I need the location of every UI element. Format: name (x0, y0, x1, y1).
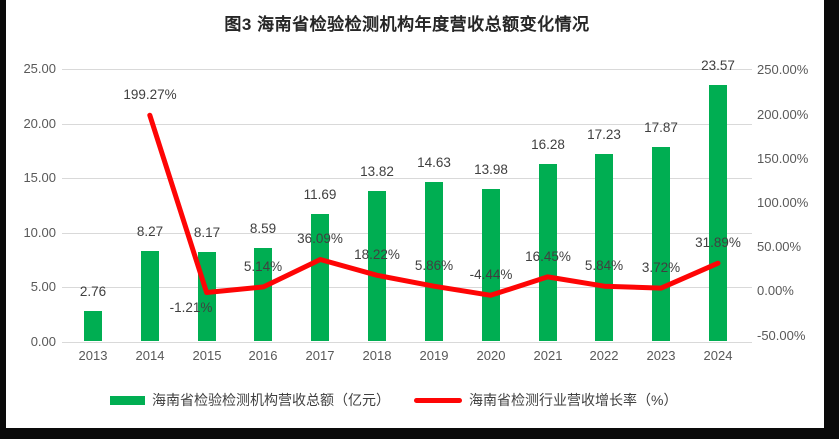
x-tick-2022: 2022 (589, 348, 619, 363)
revenue-bar-2024 (709, 84, 727, 342)
growth-label-2024: 31.89% (695, 235, 741, 250)
revenue-bar-2023 (652, 146, 670, 342)
y-left-tick-20.00: 20.00 (23, 116, 56, 131)
revenue-label-2020: 13.98 (474, 162, 508, 177)
gridline-25.00 (62, 68, 752, 70)
x-tick-2019: 2019 (419, 348, 449, 363)
y-left-tick-15.00: 15.00 (23, 170, 56, 185)
growth-label-2023: 3.72% (641, 260, 681, 275)
revenue-label-2017: 11.69 (303, 187, 337, 202)
legend-line-label: 海南省检测行业营收增长率（%） (469, 392, 678, 408)
revenue-bar-2015 (198, 252, 216, 342)
gridline-5.00 (62, 286, 752, 288)
x-tick-2021: 2021 (533, 348, 563, 363)
x-tick-2023: 2023 (646, 348, 676, 363)
y-right-tick-250.00%: 250.00% (757, 62, 809, 77)
y-right-tick-50.00%: 50.00% (757, 239, 802, 254)
x-tick-2014: 2014 (135, 348, 165, 363)
revenue-label-2013: 2.76 (79, 284, 107, 299)
growth-label-2016: 5.14% (243, 259, 283, 274)
x-tick-2017: 2017 (305, 348, 335, 363)
revenue-label-2024: 23.57 (701, 58, 735, 73)
x-tick-2013: 2013 (78, 348, 108, 363)
legend: 海南省检验检测机构营收总额（亿元） 海南省检测行业营收增长率（%） (110, 390, 677, 410)
growth-label-2015: -1.21% (169, 300, 213, 315)
gridline-0.00 (62, 341, 752, 343)
x-tick-2015: 2015 (192, 348, 222, 363)
right-border-strip (824, 0, 839, 439)
revenue-bar-2018 (368, 190, 386, 342)
bottom-border-strip (0, 428, 839, 439)
y-left-tick-10.00: 10.00 (23, 225, 56, 240)
chart-title: 图3 海南省检验检测机构年度营收总额变化情况 (224, 15, 590, 34)
y-right-tick--50.00%: -50.00% (757, 328, 806, 343)
y-right-tick-200.00%: 200.00% (757, 107, 809, 122)
y-right-tick-150.00%: 150.00% (757, 151, 809, 166)
x-tick-2024: 2024 (703, 348, 733, 363)
growth-label-2014: 199.27% (123, 87, 177, 102)
y-right-tick-100.00%: 100.00% (757, 195, 809, 210)
growth-label-2020: -4.44% (469, 267, 513, 282)
y-left-tick-0.00: 0.00 (30, 334, 56, 349)
x-tick-2016: 2016 (248, 348, 278, 363)
y-right-tick-0.00%: 0.00% (757, 283, 794, 298)
x-tick-2018: 2018 (362, 348, 392, 363)
y-left-tick-5.00: 5.00 (30, 279, 56, 294)
revenue-bar-2013 (84, 311, 102, 342)
revenue-bar-2014 (141, 251, 159, 342)
x-tick-2020: 2020 (476, 348, 506, 363)
y-left-tick-25.00: 25.00 (23, 61, 56, 76)
legend-bar-label: 海南省检验检测机构营收总额（亿元） (152, 392, 390, 408)
legend-line-swatch (414, 397, 462, 403)
revenue-bar-2022 (595, 153, 613, 342)
legend-bar-swatch (110, 395, 145, 405)
left-border-strip (0, 0, 6, 439)
revenue-label-2023: 17.87 (644, 120, 678, 135)
